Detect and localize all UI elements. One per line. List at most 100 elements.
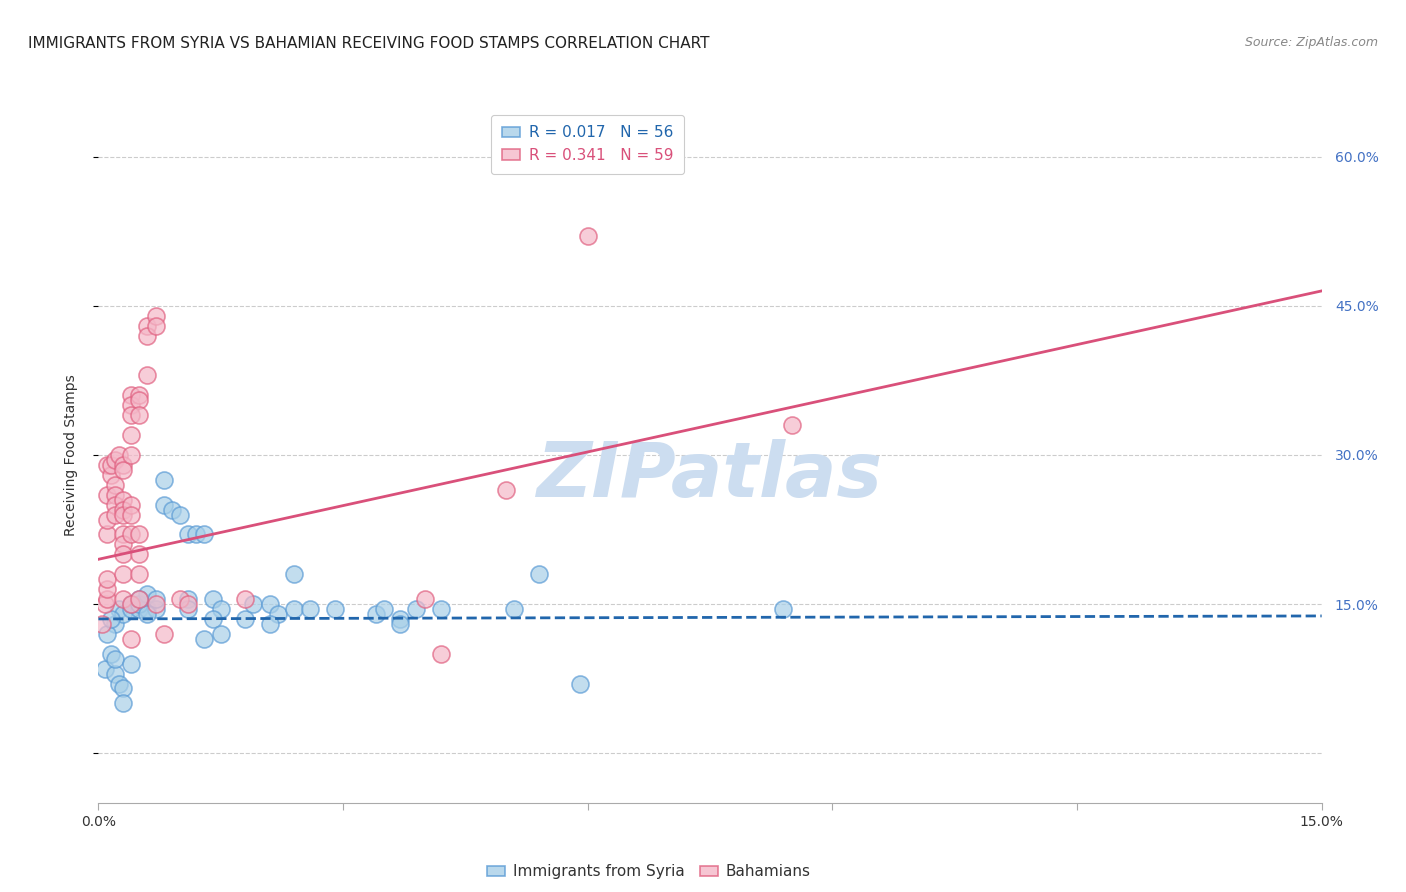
Point bbox=[495, 483, 517, 497]
Point bbox=[111, 527, 134, 541]
Point bbox=[128, 602, 150, 616]
Point bbox=[193, 527, 215, 541]
Point bbox=[94, 597, 117, 611]
Point bbox=[201, 592, 224, 607]
Point bbox=[120, 632, 142, 646]
Point bbox=[169, 508, 191, 522]
Point bbox=[111, 592, 134, 607]
Point bbox=[120, 428, 142, 442]
Point bbox=[96, 458, 118, 472]
Point bbox=[145, 592, 167, 607]
Point bbox=[104, 488, 127, 502]
Point bbox=[120, 527, 142, 541]
Text: ZIPatlas: ZIPatlas bbox=[537, 439, 883, 513]
Point bbox=[177, 592, 200, 607]
Point bbox=[120, 597, 142, 611]
Point bbox=[201, 612, 224, 626]
Point bbox=[94, 662, 117, 676]
Point bbox=[259, 616, 281, 631]
Point bbox=[430, 647, 453, 661]
Point bbox=[576, 229, 599, 244]
Point bbox=[389, 612, 412, 626]
Point bbox=[152, 498, 174, 512]
Point bbox=[128, 408, 150, 422]
Point bbox=[96, 627, 118, 641]
Point bbox=[100, 458, 122, 472]
Point bbox=[96, 527, 118, 541]
Point bbox=[108, 602, 131, 616]
Point bbox=[405, 602, 427, 616]
Point bbox=[242, 597, 264, 611]
Point bbox=[128, 547, 150, 561]
Point bbox=[104, 453, 127, 467]
Point bbox=[136, 607, 159, 621]
Point bbox=[128, 592, 150, 607]
Point bbox=[91, 616, 114, 631]
Point bbox=[267, 607, 290, 621]
Point bbox=[772, 602, 794, 616]
Point bbox=[145, 309, 167, 323]
Point bbox=[111, 508, 134, 522]
Point bbox=[128, 567, 150, 582]
Point bbox=[527, 567, 550, 582]
Point bbox=[152, 627, 174, 641]
Point bbox=[193, 632, 215, 646]
Point bbox=[111, 697, 134, 711]
Point bbox=[120, 398, 142, 412]
Point bbox=[136, 328, 159, 343]
Point bbox=[104, 477, 127, 491]
Point bbox=[108, 676, 131, 690]
Point bbox=[780, 418, 803, 433]
Point bbox=[568, 676, 591, 690]
Point bbox=[111, 547, 134, 561]
Point bbox=[111, 492, 134, 507]
Point bbox=[177, 597, 200, 611]
Point bbox=[111, 681, 134, 696]
Point bbox=[145, 597, 167, 611]
Point bbox=[177, 602, 200, 616]
Point bbox=[136, 318, 159, 333]
Y-axis label: Receiving Food Stamps: Receiving Food Stamps bbox=[63, 374, 77, 536]
Point bbox=[503, 602, 526, 616]
Point bbox=[104, 508, 127, 522]
Point bbox=[96, 512, 118, 526]
Point bbox=[104, 666, 127, 681]
Point bbox=[259, 597, 281, 611]
Point bbox=[120, 602, 142, 616]
Point bbox=[209, 627, 232, 641]
Point bbox=[145, 318, 167, 333]
Point bbox=[120, 498, 142, 512]
Point bbox=[120, 408, 142, 422]
Point bbox=[120, 388, 142, 402]
Point bbox=[96, 582, 118, 596]
Point bbox=[104, 616, 127, 631]
Legend: Immigrants from Syria, Bahamians: Immigrants from Syria, Bahamians bbox=[481, 858, 817, 886]
Point bbox=[136, 368, 159, 383]
Point bbox=[169, 592, 191, 607]
Point bbox=[104, 498, 127, 512]
Point bbox=[364, 607, 387, 621]
Point bbox=[120, 597, 142, 611]
Point bbox=[111, 502, 134, 516]
Point bbox=[283, 567, 305, 582]
Point bbox=[373, 602, 395, 616]
Point bbox=[283, 602, 305, 616]
Point bbox=[120, 657, 142, 671]
Point bbox=[233, 612, 256, 626]
Point bbox=[128, 527, 150, 541]
Point bbox=[128, 597, 150, 611]
Point bbox=[430, 602, 453, 616]
Point bbox=[128, 388, 150, 402]
Point bbox=[233, 592, 256, 607]
Text: Source: ZipAtlas.com: Source: ZipAtlas.com bbox=[1244, 36, 1378, 49]
Point bbox=[120, 508, 142, 522]
Point bbox=[111, 607, 134, 621]
Point bbox=[389, 616, 412, 631]
Point bbox=[100, 647, 122, 661]
Point bbox=[96, 592, 118, 607]
Point bbox=[120, 448, 142, 462]
Point bbox=[177, 527, 200, 541]
Point bbox=[96, 488, 118, 502]
Point bbox=[152, 473, 174, 487]
Point bbox=[209, 602, 232, 616]
